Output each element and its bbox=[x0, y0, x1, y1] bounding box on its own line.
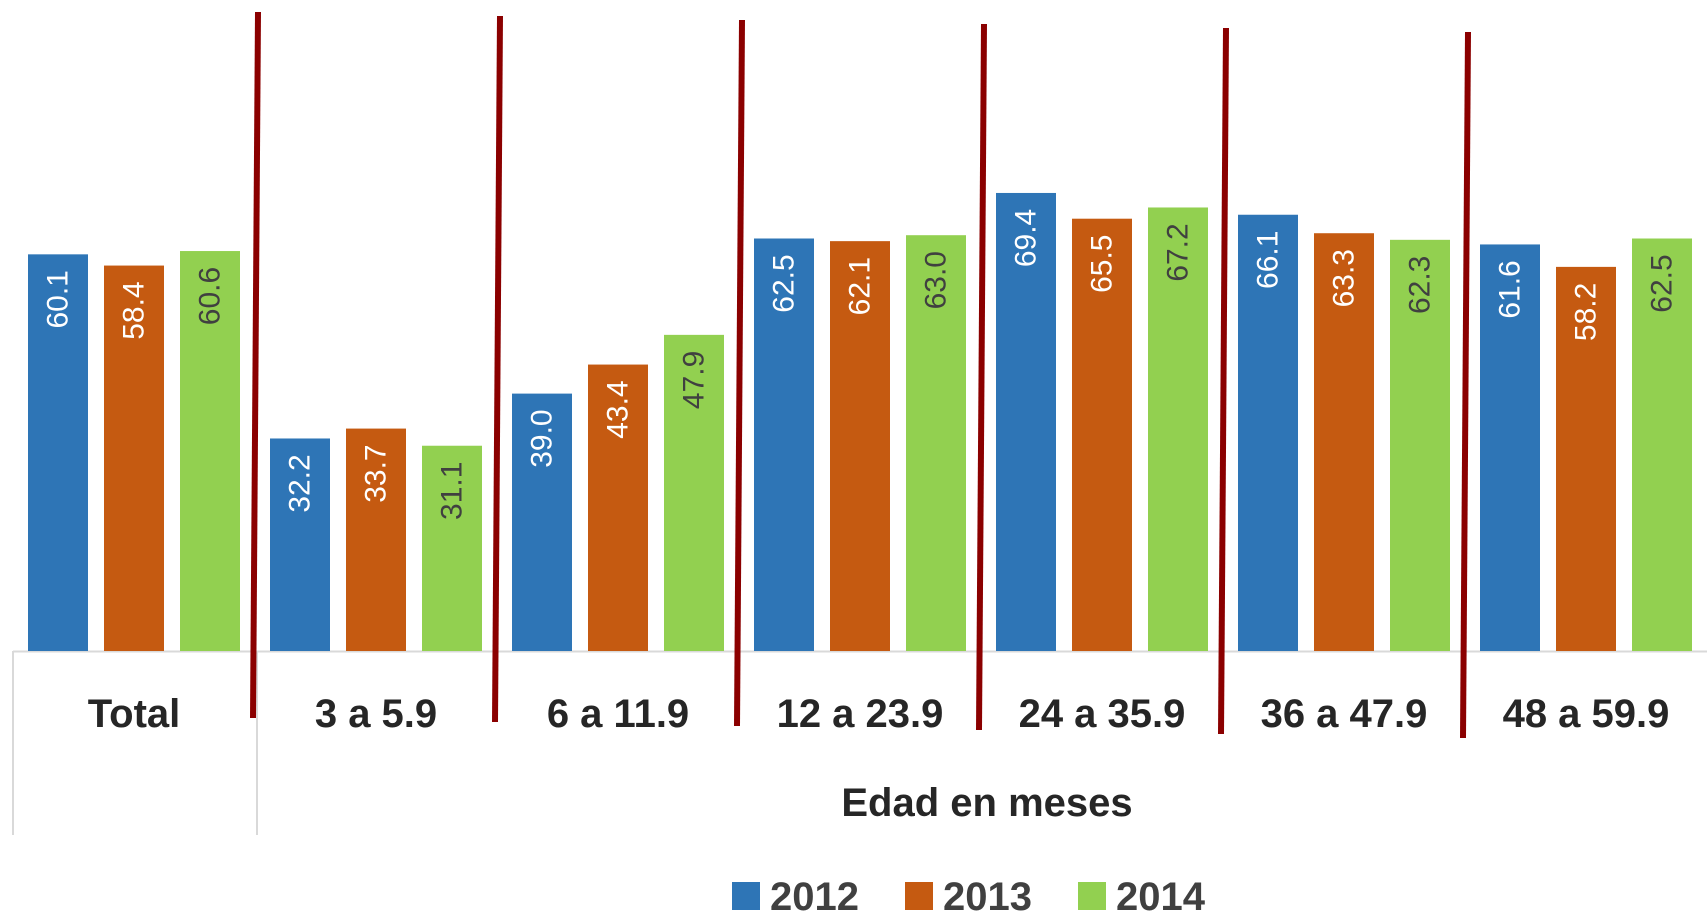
bar-2014-6 bbox=[1632, 238, 1692, 651]
data-label-2013-0: 58.4 bbox=[118, 281, 151, 339]
data-label-2012-5: 66.1 bbox=[1252, 231, 1285, 289]
data-label-2013-3: 62.1 bbox=[844, 257, 877, 315]
bar-2013-6 bbox=[1556, 266, 1616, 651]
data-label-2013-1: 33.7 bbox=[360, 444, 393, 502]
bar-2013-5 bbox=[1314, 233, 1374, 651]
category-label-2: 6 a 11.9 bbox=[547, 692, 689, 736]
bar-2012-5 bbox=[1238, 214, 1298, 652]
bar-2012-3 bbox=[754, 238, 814, 651]
data-label-2014-3: 63.0 bbox=[920, 251, 953, 309]
legend-label-2013: 2013 bbox=[943, 875, 1032, 916]
data-label-2013-2: 43.4 bbox=[602, 380, 635, 438]
data-label-2014-5: 62.3 bbox=[1404, 256, 1437, 314]
data-label-2012-0: 60.1 bbox=[42, 270, 75, 328]
group-separator-1 bbox=[250, 11, 261, 719]
data-label-2012-6: 61.6 bbox=[1494, 260, 1527, 318]
data-label-2014-0: 60.6 bbox=[194, 267, 227, 325]
category-label-0: Total bbox=[88, 692, 181, 736]
bar-2013-3 bbox=[830, 241, 890, 651]
data-label-2014-1: 31.1 bbox=[436, 462, 469, 520]
category-label-6: 48 a 59.9 bbox=[1503, 692, 1670, 736]
category-label-1: 3 a 5.9 bbox=[315, 692, 437, 736]
bar-2012-4 bbox=[996, 192, 1056, 651]
bar-2013-0 bbox=[104, 265, 164, 651]
bar-2013-4 bbox=[1072, 218, 1132, 651]
category-labels: Total 3 a 5.9 6 a 11.9 12 a 23.9 24 a 35.9 36… bbox=[88, 692, 1670, 736]
data-label-2012-3: 62.5 bbox=[768, 254, 801, 312]
bar-2014-1 bbox=[422, 445, 482, 651]
legend-label-2012: 2012 bbox=[770, 875, 859, 916]
bar-2014-0 bbox=[180, 251, 240, 652]
group-separators bbox=[250, 11, 1471, 739]
category-label-3: 12 a 23.9 bbox=[777, 692, 944, 736]
data-label-2013-6: 58.2 bbox=[1570, 283, 1603, 341]
bar-2013-1 bbox=[346, 428, 406, 651]
category-label-5: 36 a 47.9 bbox=[1261, 692, 1428, 736]
legend-swatch-2013 bbox=[905, 882, 933, 910]
legend: 2012 2013 2014 bbox=[732, 875, 1206, 916]
axis-lines bbox=[12, 650, 1707, 835]
group-separator-2 bbox=[492, 15, 503, 723]
data-label-2012-2: 39.0 bbox=[526, 409, 559, 467]
bar-2014-2 bbox=[664, 334, 724, 651]
bar-2014-3 bbox=[906, 235, 966, 651]
legend-swatch-2012 bbox=[732, 882, 760, 910]
legend-swatch-2014 bbox=[1078, 882, 1106, 910]
legend-label-2014: 2014 bbox=[1116, 875, 1206, 916]
bars bbox=[28, 192, 1692, 652]
bar-2013-2 bbox=[588, 364, 648, 651]
data-label-2014-4: 67.2 bbox=[1162, 223, 1195, 281]
bar-2012-2 bbox=[512, 393, 572, 651]
bar-2014-4 bbox=[1148, 207, 1208, 652]
bar-2012-6 bbox=[1480, 244, 1540, 651]
bar-2012-1 bbox=[270, 438, 330, 651]
bar-2012-0 bbox=[28, 254, 88, 651]
group-separator-3 bbox=[734, 19, 745, 727]
data-label-2013-5: 63.3 bbox=[1328, 249, 1361, 307]
data-label-2013-4: 65.5 bbox=[1086, 235, 1119, 293]
x-axis-title: Edad en meses bbox=[841, 781, 1132, 825]
group-separator-5 bbox=[1218, 27, 1229, 735]
bar-2014-5 bbox=[1390, 239, 1450, 651]
group-separator-4 bbox=[976, 23, 987, 731]
data-label-2014-2: 47.9 bbox=[678, 351, 711, 409]
data-label-2012-1: 32.2 bbox=[284, 454, 317, 512]
data-label-2014-6: 62.5 bbox=[1646, 254, 1679, 312]
value-labels: 60.1 58.4 60.6 32.2 33.7 31.1 39.0 43.4 47.9 62.5… bbox=[42, 209, 1679, 520]
category-label-4: 24 a 35.9 bbox=[1019, 692, 1186, 736]
group-separator-6 bbox=[1460, 31, 1471, 739]
data-label-2012-4: 69.4 bbox=[1010, 209, 1043, 267]
